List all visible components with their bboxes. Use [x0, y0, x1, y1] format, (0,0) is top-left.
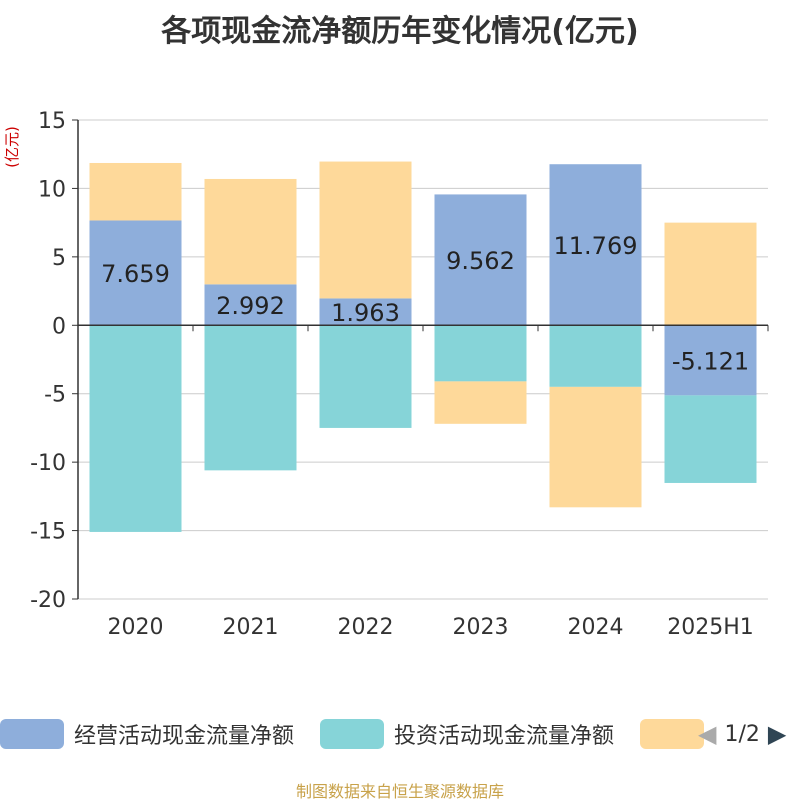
data-label-2020: 7.659	[101, 260, 170, 288]
y-tick-label: 10	[38, 177, 66, 202]
y-tick-label: -20	[30, 588, 66, 613]
x-tick-label: 2025H1	[667, 615, 754, 640]
legend-label: 投资活动现金流量净额	[394, 724, 615, 749]
data-label-2024: 11.769	[554, 232, 638, 260]
legend-pager: ◀ 1/2 ▶	[698, 716, 786, 752]
bar-series3-2024[interactable]	[549, 386, 642, 508]
y-tick-label: 0	[52, 314, 66, 339]
chart-title: 各项现金流净额历年变化情况(亿元)	[161, 14, 639, 49]
bar-series3-2023[interactable]	[434, 381, 527, 424]
grid-lines	[78, 119, 768, 600]
bar-series2-2024[interactable]	[549, 325, 642, 387]
x-tick-label: 2024	[568, 615, 624, 640]
bar-series2-2023[interactable]	[434, 325, 527, 382]
bar-series3-2022[interactable]	[319, 161, 412, 299]
legend-item-1[interactable]: 经营活动现金流量净额	[0, 716, 294, 752]
bar-series3-2020[interactable]	[89, 162, 182, 221]
bar-series1-2025H1[interactable]	[664, 325, 757, 396]
bar-series3-2021[interactable]	[204, 178, 297, 285]
data-label-2025H1: -5.121	[672, 347, 749, 375]
legend-item-2[interactable]: 投资活动现金流量净额	[320, 716, 614, 752]
bar-series1-2021[interactable]	[204, 284, 297, 326]
legend-label: 经营活动现金流量净额	[74, 724, 295, 749]
chart: 7.659 2.992 1.963 9.562 11.769 -5.121 15 10 5 0 -…	[3, 109, 769, 640]
data-label-2021: 2.992	[216, 292, 285, 320]
source-note: 制图数据来自恒生聚源数据库	[295, 782, 504, 801]
legend-swatch	[0, 719, 64, 749]
axes: 15 10 5 0 -5 -10 -15 -20 2020 2021 2022 2023 2024 202…	[30, 109, 769, 640]
legend-swatch	[320, 719, 384, 749]
data-labels: 7.659 2.992 1.963 9.562 11.769 -5.121	[101, 232, 749, 376]
bar-series1-2023[interactable]	[434, 194, 527, 326]
legend-item-3[interactable]	[640, 716, 704, 752]
x-tick-label: 2023	[453, 615, 509, 640]
bar-series2-2020[interactable]	[89, 325, 182, 532]
y-tick-label: -5	[44, 383, 66, 408]
bar-series1-2024[interactable]	[549, 164, 642, 326]
x-tick-label: 2022	[338, 615, 394, 640]
data-label-2023: 9.562	[446, 247, 515, 275]
y-tick-label: 5	[52, 246, 66, 271]
bar-series2-2021[interactable]	[204, 325, 297, 471]
x-tick-label: 2021	[223, 615, 279, 640]
y-tick-label: -15	[30, 520, 66, 545]
y-tick-label: -10	[30, 451, 66, 476]
bar-series2-2025H1[interactable]	[664, 395, 757, 483]
y-tick-label: 15	[38, 109, 66, 134]
legend-next-icon[interactable]: ▶	[767, 720, 787, 748]
bar-series1-2020[interactable]	[89, 220, 182, 326]
x-tick-label: 2020	[108, 615, 164, 640]
data-label-2022: 1.963	[331, 299, 400, 327]
legend: 经营活动现金流量净额 投资活动现金流量净额	[0, 716, 800, 756]
bar-series2-2022[interactable]	[319, 325, 412, 428]
legend-page-indicator: 1/2	[724, 721, 760, 747]
y-axis-label: (亿元)	[3, 126, 21, 168]
bar-series1-2022[interactable]	[319, 298, 412, 326]
bars	[89, 161, 757, 532]
legend-swatch	[640, 719, 704, 749]
legend-prev-icon[interactable]: ◀	[698, 720, 717, 748]
bar-series3-2025H1[interactable]	[664, 222, 757, 326]
